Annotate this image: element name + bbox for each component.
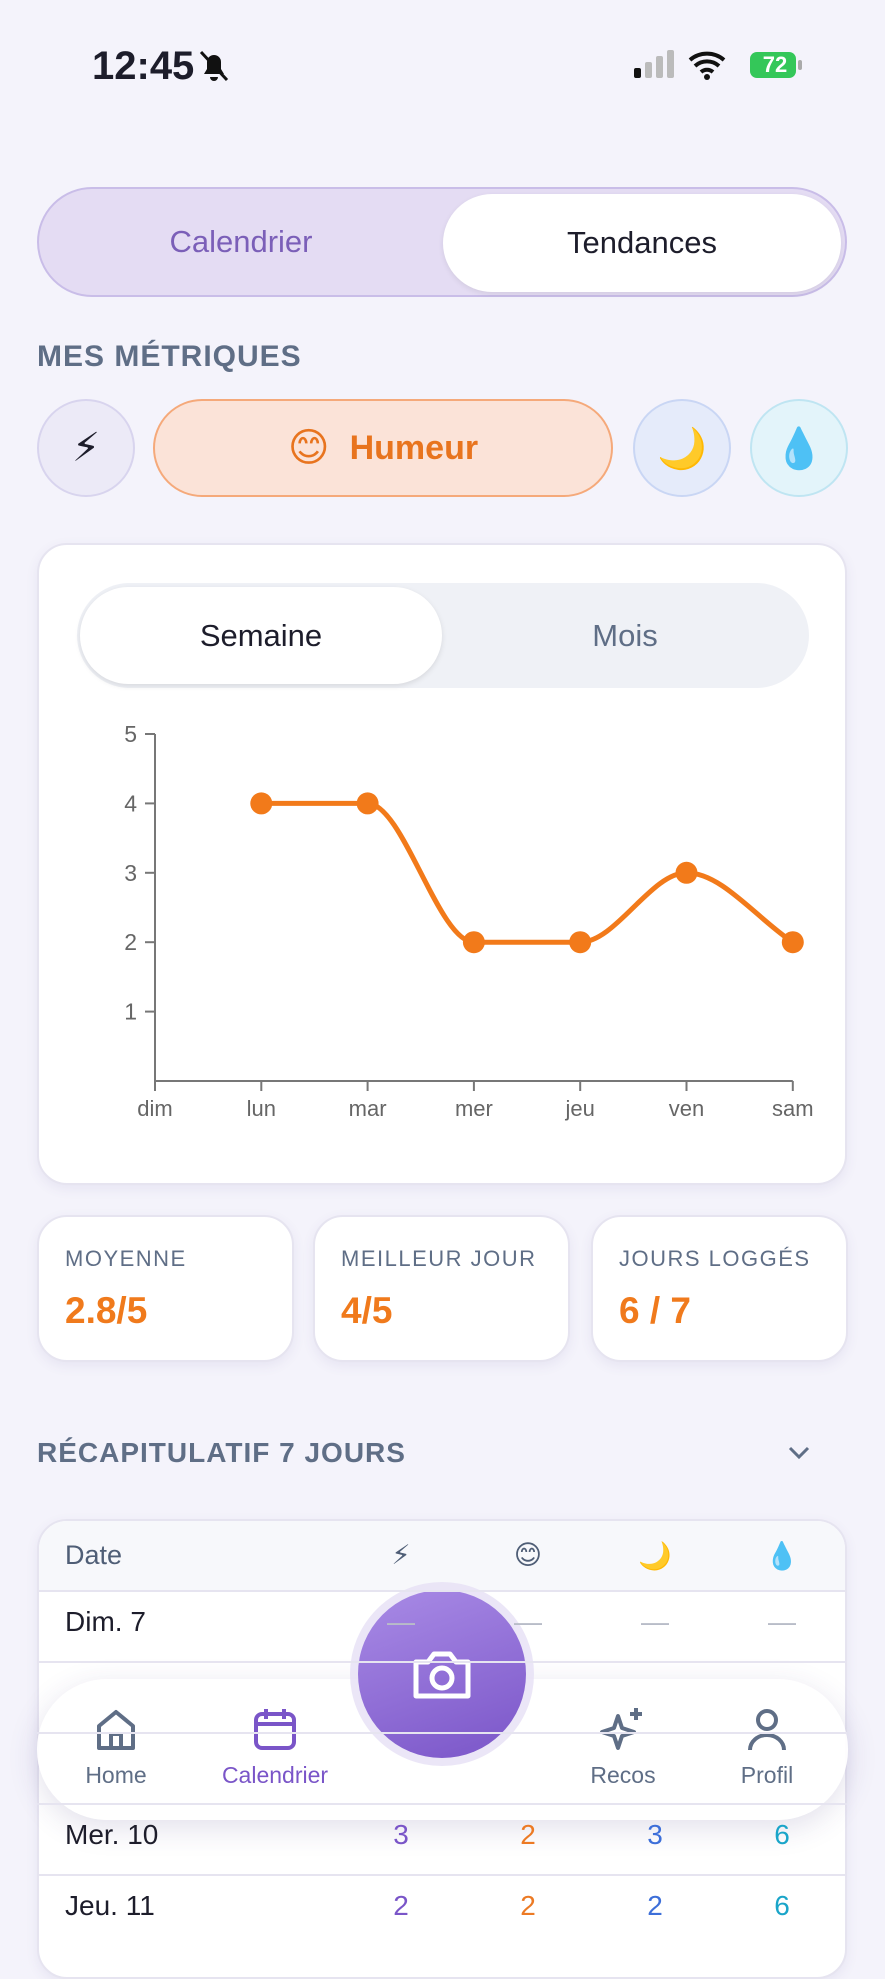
tab-week[interactable]: Semaine (80, 587, 442, 684)
stat-card (37, 1215, 294, 1362)
stat-label: MEILLEUR JOUR (341, 1246, 537, 1271)
line (261, 800, 795, 945)
table-header: ⚡ (391, 1540, 411, 1570)
table-cell: 2 (393, 1890, 409, 1921)
table-cell: 2 (647, 1890, 663, 1921)
time: 12:45 (92, 44, 195, 88)
row-divider (37, 1661, 847, 1663)
y-tick-label: 1 (124, 999, 137, 1025)
table-header: 💧 (765, 1541, 799, 1571)
table-cell: 2 (520, 1890, 536, 1921)
point (250, 792, 273, 815)
stat-value: 6 / 7 (619, 1290, 691, 1331)
tab-month[interactable]: Mois (592, 617, 658, 653)
chip-sleep[interactable]: 🌙 (633, 399, 731, 497)
chart: 1 2 3 4 5 dim lun mar mer jeu ven sam (124, 721, 814, 1121)
row-date: Mer. 10 (65, 1819, 159, 1850)
battery-level: 72 (762, 52, 788, 77)
stat-value: 2.8/5 (65, 1290, 148, 1331)
screen: 12:45 72 Calendrier Tendances MES MÉTRIQ… (37, 44, 848, 1979)
stat-card (591, 1215, 848, 1362)
x-tick-label: lun (247, 1096, 276, 1121)
nav-label[interactable]: Home (85, 1762, 147, 1788)
home-icon (97, 1710, 135, 1750)
x-tick-label: mar (349, 1096, 387, 1121)
bell-off-icon (199, 50, 229, 82)
chip-mood[interactable]: 😊 Humeur (153, 399, 613, 497)
nav-label[interactable]: Recos (590, 1762, 656, 1788)
chip-water[interactable]: 💧 (750, 399, 848, 497)
table-cell: 6 (774, 1890, 790, 1921)
table-cell: 3 (647, 1819, 663, 1850)
profile-icon (748, 1709, 786, 1751)
stat-card (313, 1215, 570, 1362)
table-header: 🌙 (638, 1541, 672, 1571)
table-cell: — (387, 1606, 415, 1637)
row-date: Jeu. 11 (65, 1890, 155, 1921)
point (675, 861, 698, 884)
table-cell: — (641, 1606, 669, 1637)
chip-energy[interactable]: ⚡ (37, 399, 135, 497)
stat-value: 4/5 (341, 1290, 393, 1331)
row-divider (37, 1732, 847, 1734)
table-cell: — (768, 1606, 796, 1637)
table-cell: 2 (520, 1819, 536, 1850)
y-tick-label: 4 (124, 790, 137, 816)
row-date: Dim. 7 (65, 1606, 146, 1637)
chevron[interactable] (784, 1438, 814, 1468)
table-cell: — (514, 1606, 542, 1637)
section-title: MES MÉTRIQUES (37, 340, 302, 373)
table-header: Date (65, 1540, 123, 1570)
y-tick-label: 3 (124, 860, 137, 886)
recap-title: RÉCAPITULATIF 7 JOURS (37, 1437, 406, 1468)
stat-label: JOURS LOGGÉS (619, 1246, 811, 1271)
recos-icon (600, 1708, 642, 1750)
y-tick-label: 5 (124, 721, 137, 747)
tab-calendrier[interactable]: Calendrier (169, 224, 313, 259)
row-divider (37, 1874, 847, 1876)
x-tick-label: dim (137, 1096, 172, 1121)
point (781, 931, 804, 954)
y-tick-label: 2 (124, 929, 137, 955)
camera-icon (413, 1651, 471, 1699)
camera-halo (350, 1582, 534, 1766)
chip-icon: 😊 (287, 426, 330, 470)
point (569, 931, 592, 954)
x-tick-label: ven (669, 1096, 704, 1121)
row-divider (37, 1803, 847, 1805)
chip-label: Humeur (349, 428, 479, 467)
nav-label[interactable]: Calendrier (221, 1762, 329, 1788)
point (462, 931, 485, 954)
status-icons (634, 50, 802, 80)
nav-label[interactable]: Profil (740, 1762, 794, 1788)
row-divider (37, 1590, 847, 1592)
calendar-icon (254, 1709, 296, 1750)
table-cell: 3 (393, 1819, 409, 1850)
point (356, 792, 379, 815)
stat-label: MOYENNE (65, 1246, 187, 1271)
table-cell: 6 (774, 1819, 790, 1850)
tab-tendances[interactable]: Tendances (443, 194, 841, 292)
x-tick-label: sam (772, 1096, 814, 1121)
x-tick-label: mer (455, 1096, 493, 1121)
table-header: 😊 (513, 1540, 543, 1570)
camera-button[interactable] (358, 1590, 526, 1758)
x-tick-label: jeu (565, 1096, 595, 1121)
